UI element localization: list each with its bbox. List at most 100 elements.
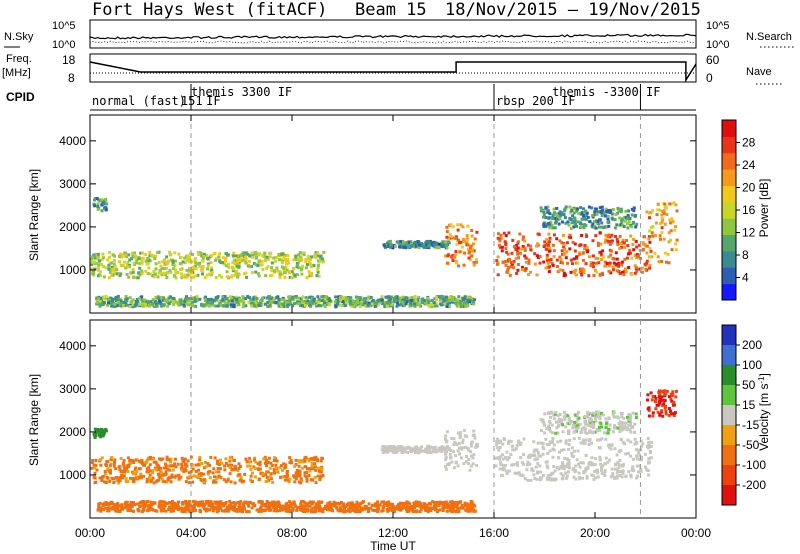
- data-cell: [358, 296, 362, 299]
- data-cell: [238, 257, 242, 261]
- data-cell: [117, 478, 121, 482]
- data-cell: [186, 459, 190, 463]
- data-cell: [145, 470, 149, 474]
- data-cell: [570, 446, 574, 450]
- data-cell: [197, 262, 201, 266]
- data-cell: [247, 300, 251, 304]
- data-cell: [630, 225, 634, 229]
- data-cell: [454, 250, 458, 253]
- data-cell: [300, 258, 304, 262]
- data-cell: [131, 298, 135, 302]
- data-cell: [557, 467, 561, 471]
- data-cell: [634, 225, 638, 229]
- data-cell: [108, 464, 112, 468]
- data-cell: [382, 502, 386, 506]
- data-cell: [573, 216, 577, 220]
- data-cell: [417, 296, 421, 299]
- data-cell: [557, 212, 561, 216]
- data-cell: [445, 439, 449, 443]
- data-cell: [649, 445, 653, 449]
- data-cell: [281, 296, 285, 300]
- data-cell: [647, 414, 651, 418]
- data-cell: [376, 500, 380, 504]
- data-cell: [264, 257, 268, 261]
- data-cell: [596, 471, 600, 475]
- data-cell: [166, 299, 170, 303]
- data-cell: [495, 442, 499, 446]
- data-cell: [193, 265, 197, 269]
- data-cell: [470, 229, 474, 232]
- data-cell: [628, 248, 632, 252]
- data-cell: [426, 510, 430, 514]
- data-cell: [381, 302, 384, 306]
- data-cell: [614, 235, 618, 238]
- data-cell: [124, 500, 128, 504]
- data-cell: [243, 472, 247, 476]
- data-cell: [606, 214, 610, 218]
- data-cell: [119, 263, 123, 267]
- data-cell: [190, 463, 194, 467]
- data-cell: [183, 275, 187, 279]
- data-cell: [576, 261, 580, 265]
- data-cell: [424, 301, 428, 305]
- data-cell: [211, 303, 215, 307]
- data-cell: [282, 305, 286, 308]
- data-cell: [216, 459, 219, 463]
- data-cell: [269, 502, 273, 506]
- unit-exponent: -1: [757, 376, 766, 384]
- data-cell: [439, 294, 443, 298]
- data-cell: [538, 261, 542, 265]
- data-cell: [496, 273, 500, 277]
- data-cell: [350, 501, 354, 505]
- data-cell: [446, 237, 450, 241]
- data-cell: [113, 505, 117, 509]
- data-cell: [151, 469, 155, 473]
- data-cell: [232, 258, 236, 262]
- data-cell: [644, 465, 647, 469]
- data-cell: [637, 243, 641, 247]
- data-cell: [617, 209, 621, 213]
- data-cell: [660, 395, 664, 399]
- data-cell: [556, 414, 560, 418]
- freq-left-label-2: [MHz]: [2, 67, 31, 79]
- data-cell: [603, 431, 607, 435]
- data-cell: [96, 252, 100, 256]
- data-cell: [618, 246, 622, 250]
- colorbar-tick-label: 50: [742, 378, 756, 392]
- data-cell: [153, 301, 157, 304]
- data-cell: [95, 256, 99, 260]
- data-cell: [592, 430, 595, 434]
- data-cell: [264, 302, 267, 306]
- data-cell: [231, 261, 235, 265]
- data-cell: [185, 464, 189, 468]
- data-cell: [130, 251, 134, 255]
- data-cell: [444, 467, 448, 471]
- data-cell: [555, 206, 559, 210]
- data-cell: [449, 456, 453, 459]
- data-cell: [621, 469, 625, 473]
- data-cell: [304, 465, 308, 469]
- data-cell: [147, 266, 151, 270]
- data-cell: [101, 431, 105, 435]
- data-cell: [596, 241, 600, 245]
- data-cell: [248, 264, 251, 268]
- colorbar-swatch: [722, 325, 736, 346]
- data-cell: [650, 398, 654, 402]
- data-cell: [596, 414, 600, 418]
- data-cell: [278, 275, 282, 279]
- data-cell: [108, 251, 112, 255]
- data-cell: [176, 508, 180, 512]
- data-cell: [283, 504, 287, 508]
- data-cell: [167, 476, 171, 480]
- data-cell: [140, 272, 144, 275]
- data-cell: [110, 267, 113, 271]
- data-cell: [497, 237, 501, 241]
- data-cell: [256, 272, 260, 276]
- data-cell: [661, 398, 665, 402]
- data-cell: [613, 467, 617, 471]
- data-cell: [657, 400, 661, 404]
- data-cell: [582, 214, 586, 218]
- data-cell: [120, 255, 123, 259]
- data-cell: [168, 268, 172, 272]
